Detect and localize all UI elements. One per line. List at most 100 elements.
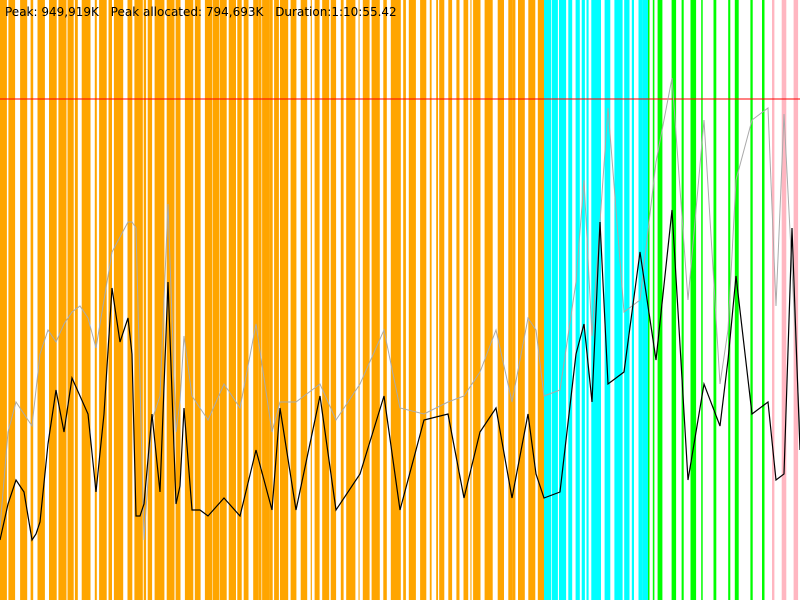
phase-pink: [772, 0, 799, 600]
phase-green-stripe: [762, 0, 765, 600]
phase-orange-stripe: [456, 0, 460, 600]
phase-cyan-stripe: [581, 0, 585, 600]
phase-orange-stripe: [194, 0, 201, 600]
stats-bar: Peak: 949,919K Peak allocated: 794,693K …: [5, 5, 405, 19]
phase-orange-stripe: [371, 0, 380, 600]
phase-orange-stripe: [237, 0, 242, 600]
phase-cyan-stripe: [614, 0, 623, 600]
series-layer: [0, 77, 800, 542]
phase-cyan-stripe: [575, 0, 580, 600]
phase-pink-stripe: [793, 0, 799, 600]
phase-orange-stripe: [219, 0, 227, 600]
phase-orange-stripe: [94, 0, 97, 600]
phase-orange: [0, 0, 544, 600]
phase-cyan-stripe: [551, 0, 558, 600]
phase-orange-stripe: [269, 0, 273, 600]
peak-label: Peak: 949,919K: [5, 5, 99, 19]
phase-orange-stripe: [81, 0, 91, 600]
duration-label: Duration:1:10:55.42: [275, 5, 397, 19]
phase-green-stripe: [657, 0, 663, 600]
phase-orange-stripe: [497, 0, 504, 600]
phase-green-stripe: [690, 0, 697, 600]
phase-green: [648, 0, 765, 600]
phase-orange-stripe: [439, 0, 445, 600]
phase-orange-stripe: [37, 0, 45, 600]
phase-orange-stripe: [463, 0, 469, 600]
phase-orange-stripe: [346, 0, 356, 600]
phase-orange-stripe: [470, 0, 472, 600]
phase-orange-stripe: [322, 0, 330, 600]
phase-orange-stripe: [537, 0, 544, 600]
phase-cyan-stripe: [624, 0, 630, 600]
phase-green-stripe: [648, 0, 650, 600]
phase-cyan-stripe: [638, 0, 643, 600]
phase-pink-stripe: [772, 0, 775, 600]
phase-orange-stripe: [310, 0, 312, 600]
phase-orange-stripe: [20, 0, 28, 600]
phase-orange-stripe: [508, 0, 513, 600]
phase-green-stripe: [734, 0, 739, 600]
phase-orange-stripe: [473, 0, 481, 600]
phase-orange-stripe: [390, 0, 401, 600]
phase-orange-stripe: [340, 0, 344, 600]
phase-orange-stripe: [518, 0, 525, 600]
phase-orange-stripe: [429, 0, 432, 600]
phase-cyan-stripe: [559, 0, 567, 600]
phase-orange-stripe: [362, 0, 370, 600]
phase-cyan-stripe: [642, 0, 648, 600]
phase-orange-stripe: [0, 0, 7, 600]
phase-orange-stripe: [420, 0, 427, 600]
phase-green-stripe: [701, 0, 703, 600]
phase-orange-stripe: [253, 0, 259, 600]
phase-orange-stripe: [134, 0, 143, 600]
phase-orange-stripe: [212, 0, 219, 600]
phase-orange-stripe: [358, 0, 360, 600]
phase-orange-stripe: [300, 0, 308, 600]
phase-orange-stripe: [147, 0, 153, 600]
phase-cyan-stripe: [604, 0, 611, 600]
phase-orange-stripe: [49, 0, 57, 600]
series-line-gray: [0, 77, 800, 541]
phase-orange-stripe: [184, 0, 194, 600]
phase-pink-stripe: [781, 0, 787, 600]
phase-orange-stripe: [113, 0, 124, 600]
phase-orange-stripe: [262, 0, 270, 600]
phase-orange-stripe: [30, 0, 34, 600]
phase-orange-stripe: [154, 0, 165, 600]
phase-orange-stripe: [436, 0, 438, 600]
phase-orange-stripe: [108, 0, 112, 600]
phase-cyan-stripe: [568, 0, 573, 600]
phase-orange-stripe: [99, 0, 107, 600]
phase-orange-stripe: [528, 0, 536, 600]
phase-orange-stripe: [383, 0, 387, 600]
phase-green-stripe: [681, 0, 684, 600]
phase-orange-stripe: [258, 0, 262, 600]
phase-green-stripe: [750, 0, 753, 600]
phase-orange-stripe: [512, 0, 516, 600]
phase-orange-stripe: [408, 0, 416, 600]
phase-orange-stripe: [314, 0, 320, 600]
phase-orange-stripe: [243, 0, 249, 600]
phase-orange-stripe: [290, 0, 297, 600]
phase-green-stripe: [652, 0, 655, 600]
phase-orange-stripe: [274, 0, 279, 600]
phase-cyan-stripe: [544, 0, 552, 600]
phase-orange-stripe: [448, 0, 453, 600]
phase-orange-stripe: [175, 0, 181, 600]
phase-orange-stripe: [74, 0, 78, 600]
phase-orange-stripe: [67, 0, 74, 600]
series-line-black: [0, 209, 800, 542]
phase-orange-stripe: [166, 0, 175, 600]
phase-green-stripe: [671, 0, 677, 600]
phase-orange-stripe: [280, 0, 289, 600]
peak-allocated-label: Peak allocated: 794,693K: [110, 5, 264, 19]
phase-orange-stripe: [8, 0, 16, 600]
phase-cyan-stripe: [586, 0, 589, 600]
phase-orange-stripe: [204, 0, 213, 600]
phase-cyan-stripe: [631, 0, 634, 600]
phase-orange-stripe: [127, 0, 133, 600]
phase-orange-stripe: [143, 0, 147, 600]
phase-orange-stripe: [58, 0, 67, 600]
